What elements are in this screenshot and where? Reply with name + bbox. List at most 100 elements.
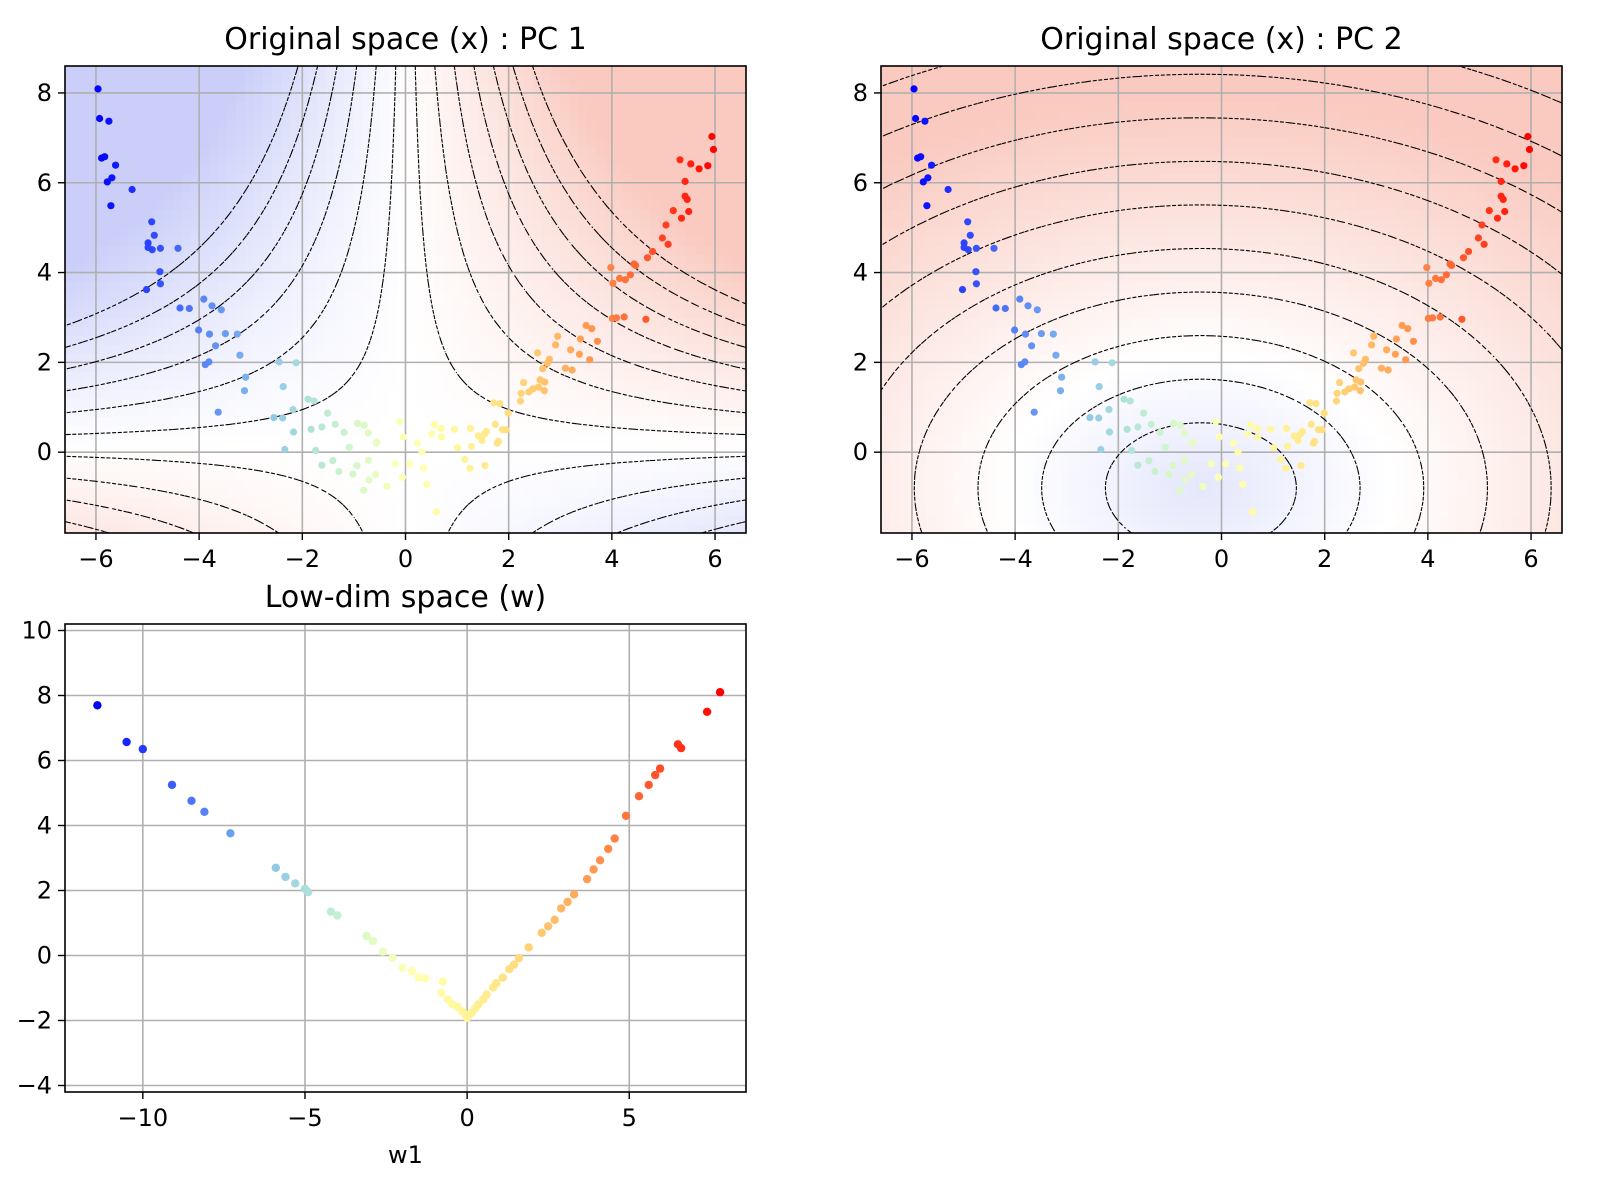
scatter-point	[704, 162, 712, 170]
scatter-point	[1356, 387, 1364, 395]
scatter-point	[1091, 358, 1099, 366]
scatter-point	[944, 185, 952, 194]
scatter-point	[621, 276, 629, 284]
scatter-point	[399, 433, 407, 441]
scatter-point	[634, 792, 644, 801]
scatter-point	[687, 160, 695, 168]
scatter-point	[1176, 421, 1184, 429]
scatter-point	[461, 455, 469, 463]
scatter-point	[1511, 165, 1519, 173]
scatter-point	[108, 174, 116, 182]
scatter-point	[217, 306, 225, 314]
scatter-point	[437, 988, 446, 998]
scatter-point	[406, 460, 414, 468]
scatter-point	[432, 508, 441, 516]
scatter-point	[233, 330, 241, 338]
scatter-point	[454, 444, 462, 452]
scatter-point	[1244, 430, 1252, 438]
scatter-point	[1368, 341, 1376, 349]
pc1-contour-lines	[65, 66, 746, 533]
scatter-point	[187, 796, 196, 805]
scatter-point	[291, 879, 300, 888]
lowdim-axes-frame	[64, 623, 747, 1093]
scatter-point	[481, 462, 489, 470]
scatter-point	[1266, 425, 1275, 433]
scatter-point	[563, 897, 572, 907]
scatter-point	[1126, 397, 1134, 405]
scatter-point	[105, 117, 113, 125]
scatter-point	[517, 389, 525, 397]
scatter-point	[643, 254, 652, 262]
scatter-point	[655, 764, 665, 773]
scatter-point	[695, 165, 703, 173]
scatter-point	[1056, 387, 1065, 395]
scatter-point	[236, 351, 244, 359]
scatter-point	[520, 379, 528, 387]
scatter-point	[492, 978, 501, 988]
scatter-point	[128, 185, 136, 194]
scatter-point	[275, 358, 283, 366]
scatter-point	[364, 456, 372, 464]
scatter-point	[271, 863, 280, 872]
scatter-point	[221, 330, 229, 338]
scatter-point	[1253, 424, 1261, 432]
scatter-point	[914, 154, 922, 162]
scatter-point	[112, 161, 120, 169]
scatter-point	[972, 268, 980, 276]
scatter-point	[201, 361, 209, 369]
scatter-point	[310, 397, 318, 405]
scatter-point	[1151, 467, 1159, 476]
scatter-point	[281, 872, 290, 882]
scatter-point	[1052, 351, 1060, 359]
scatter-point	[1485, 207, 1493, 215]
scatter-point	[304, 395, 312, 403]
scatter-point	[1480, 240, 1488, 248]
panel-pc2: Original space (x) : PC 2 −6 −4 −2 0 2 4 6 0 2 4 6…	[853, 22, 1563, 573]
scatter-point	[150, 231, 158, 239]
scatter-point	[607, 264, 615, 272]
scatter-point	[208, 302, 216, 310]
scatter-point	[340, 428, 348, 436]
scatter-point	[1017, 361, 1025, 369]
scatter-point	[345, 443, 353, 451]
scatter-point	[289, 428, 298, 436]
scatter-point	[93, 701, 102, 710]
scatter-point	[586, 356, 594, 364]
scatter-point	[1282, 464, 1290, 472]
x-tick-label: −6	[78, 545, 113, 573]
scatter-point	[1105, 405, 1113, 414]
scatter-point	[709, 145, 718, 154]
scatter-point	[103, 178, 111, 186]
scatter-point	[683, 195, 691, 203]
scatter-point	[958, 286, 967, 294]
scatter-point	[620, 313, 628, 321]
scatter-point	[1442, 271, 1450, 279]
scatter-point	[372, 471, 380, 479]
scatter-point	[1128, 446, 1136, 454]
contour-line	[65, 66, 746, 533]
scatter-point	[1021, 330, 1030, 338]
pc2-grid	[881, 66, 1562, 533]
scatter-point	[122, 737, 131, 747]
contour-line	[65, 66, 746, 533]
scatter-point	[94, 85, 102, 93]
x-tick-label: 0	[398, 545, 413, 573]
scatter-point	[428, 430, 436, 438]
scatter-point	[418, 448, 426, 456]
scatter-point	[491, 420, 499, 428]
scatter-point	[1298, 427, 1307, 436]
contour-line	[65, 66, 746, 533]
scatter-point	[353, 419, 362, 427]
scatter-point	[478, 436, 486, 445]
scatter-point	[430, 421, 438, 429]
contour-line	[531, 66, 746, 305]
scatter-point	[1503, 160, 1511, 168]
scatter-point	[1236, 464, 1244, 472]
panel-pc2-title: Original space (x) : PC 2	[1040, 22, 1402, 57]
x-tick-label: −4	[181, 545, 216, 573]
scatter-point	[365, 476, 373, 484]
scatter-point	[490, 399, 498, 407]
scatter-point	[589, 865, 598, 874]
scatter-point	[1108, 359, 1116, 367]
scatter-point	[270, 414, 278, 422]
